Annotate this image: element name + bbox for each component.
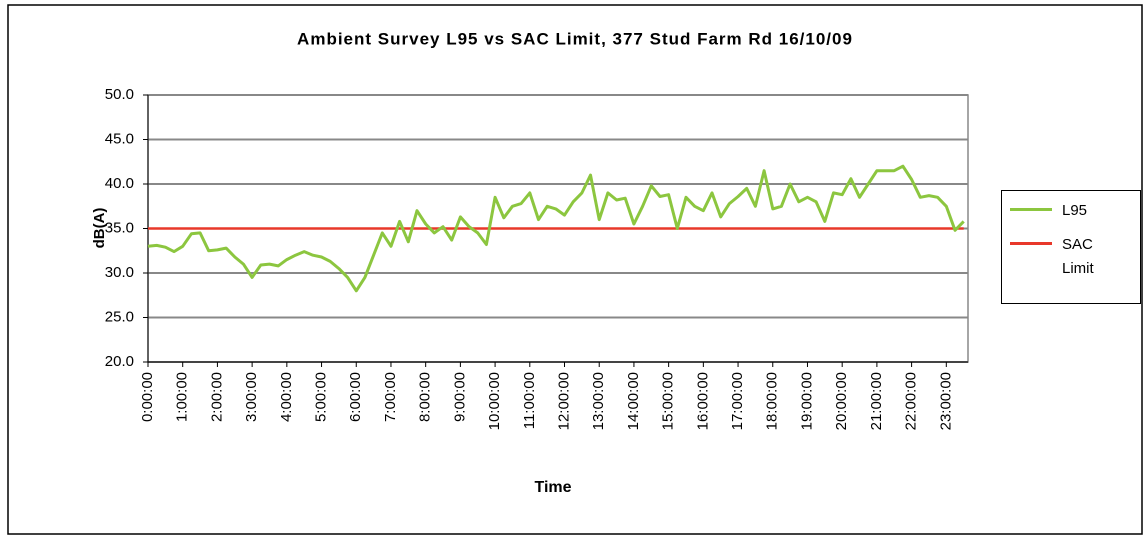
legend-label: L95	[1062, 202, 1088, 219]
legend-entry: L95	[1010, 199, 1122, 223]
y-tick-label: 50.0	[105, 86, 134, 103]
chart-title: Ambient Survey L95 vs SAC Limit, 377 Stu…	[297, 29, 853, 48]
x-tick-label: 6:00:00	[347, 372, 364, 422]
x-tick-label: 8:00:00	[417, 372, 434, 422]
y-tick-label: 25.0	[105, 308, 134, 325]
x-tick-label: 21:00:00	[868, 372, 885, 430]
y-tick-label: 30.0	[105, 264, 134, 281]
x-tick-label: 15:00:00	[660, 372, 677, 430]
legend-swatch	[1010, 242, 1052, 245]
x-axis-label: Time	[534, 479, 571, 496]
y-tick-label: 45.0	[105, 130, 134, 147]
x-tick-label: 20:00:00	[833, 372, 850, 430]
x-tick-label: 0:00:00	[139, 372, 156, 422]
x-tick-label: 5:00:00	[313, 372, 330, 422]
x-tick-label: 1:00:00	[174, 372, 191, 422]
y-axis-label: dB(A)	[91, 208, 108, 249]
x-tick-label: 10:00:00	[486, 372, 503, 430]
x-tick-label: 11:00:00	[521, 372, 538, 429]
legend: L95 SAC Limit	[1001, 190, 1141, 304]
x-tick-label: 2:00:00	[208, 372, 225, 422]
frame	[7, 4, 1143, 535]
x-tick-label: 3:00:00	[243, 372, 260, 422]
x-tick-label: 23:00:00	[937, 372, 954, 430]
x-tick-label: 22:00:00	[903, 372, 920, 430]
x-tick-label: 12:00:00	[555, 372, 572, 430]
legend-swatch	[1010, 208, 1052, 211]
y-tick-label: 35.0	[105, 219, 134, 236]
x-tick-label: 13:00:00	[590, 372, 607, 430]
x-tick-label: 17:00:00	[729, 372, 746, 430]
x-tick-label: 16:00:00	[694, 372, 711, 430]
x-tick-label: 4:00:00	[278, 372, 295, 422]
x-tick-label: 7:00:00	[382, 372, 399, 422]
y-tick-label: 40.0	[105, 175, 134, 192]
legend-entry: SAC Limit	[1010, 233, 1122, 281]
y-tick-label: 20.0	[105, 353, 134, 370]
x-tick-label: 9:00:00	[451, 372, 468, 422]
x-tick-label: 19:00:00	[798, 372, 815, 430]
data-line	[147, 164, 965, 293]
x-tick-label: 14:00:00	[625, 372, 642, 430]
x-tick-label: 18:00:00	[764, 372, 781, 430]
legend-label: SAC Limit	[1062, 236, 1094, 277]
